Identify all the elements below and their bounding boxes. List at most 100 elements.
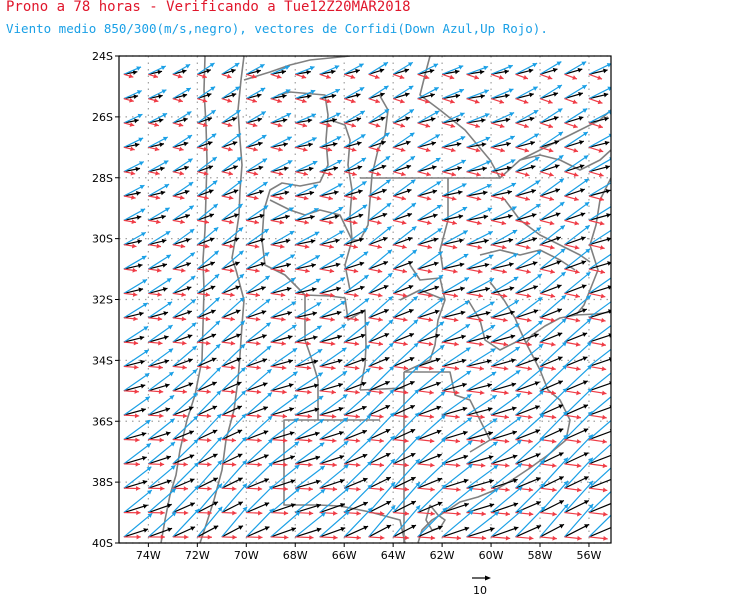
corfidi-up-vector [539, 511, 557, 517]
corfidi-down-vector [245, 485, 274, 513]
mean-wind-vector [417, 357, 441, 368]
corfidi-down-vector [343, 63, 364, 75]
mean-wind-vector [172, 358, 193, 368]
corfidi-down-vector [564, 108, 588, 124]
corfidi-down-vector [466, 207, 493, 221]
corfidi-up-vector [319, 98, 332, 104]
corfidi-up-vector [319, 122, 332, 128]
corfidi-up-vector [490, 146, 506, 153]
mean-wind-vector [319, 526, 346, 538]
corfidi-up-vector [441, 98, 455, 104]
mean-wind-vector [172, 478, 195, 489]
corfidi-down-vector [270, 230, 295, 246]
corfidi-up-vector [393, 462, 409, 468]
corfidi-down-vector [564, 341, 592, 367]
corfidi-down-vector [319, 65, 340, 75]
corfidi-up-vector [295, 146, 308, 152]
corfidi-down-vector [441, 112, 465, 124]
corfidi-down-vector [147, 441, 176, 465]
corfidi-up-vector [319, 171, 333, 177]
mean-wind-vector [539, 116, 559, 124]
mean-wind-vector [295, 214, 315, 221]
corfidi-up-vector [148, 219, 161, 225]
corfidi-up-vector [417, 462, 435, 468]
mean-wind-vector [172, 334, 193, 343]
corfidi-up-vector [490, 171, 506, 177]
mean-wind-vector [490, 189, 513, 197]
wind-vectors [123, 61, 611, 541]
corfidi-down-vector [147, 464, 176, 489]
mean-wind-vector [246, 478, 270, 489]
corfidi-down-vector [515, 436, 545, 465]
mean-wind-vector [270, 527, 297, 538]
mean-wind-vector [441, 117, 461, 124]
corfidi-up-vector [564, 268, 580, 274]
corfidi-down-vector [270, 487, 301, 514]
corfidi-down-vector [392, 249, 418, 270]
corfidi-up-vector [466, 535, 487, 541]
corfidi-down-vector [368, 155, 391, 173]
corfidi-up-vector [270, 244, 285, 249]
corfidi-down-vector [270, 300, 297, 319]
corfidi-down-vector [539, 294, 567, 319]
corfidi-down-vector [343, 110, 366, 124]
mean-wind-vector [515, 140, 536, 148]
corfidi-up-vector [270, 316, 286, 322]
mean-wind-vector [123, 528, 149, 538]
corfidi-down-vector [294, 418, 325, 441]
corfidi-up-vector [246, 292, 261, 298]
corfidi-down-vector [490, 299, 520, 319]
mean-wind-vector [515, 213, 537, 221]
corfidi-down-vector [319, 510, 350, 538]
corfidi-up-vector [246, 195, 259, 201]
corfidi-down-vector [221, 413, 247, 440]
corfidi-up-vector [246, 98, 258, 103]
mean-wind-vector [270, 335, 293, 343]
corfidi-down-vector [221, 133, 242, 148]
mean-wind-vector [295, 166, 314, 173]
mean-wind-vector [490, 165, 512, 173]
mean-wind-vector [466, 455, 494, 465]
mean-wind-vector [539, 67, 558, 75]
corfidi-down-vector [270, 159, 293, 173]
mean-wind-vector [344, 261, 365, 270]
mean-wind-vector [221, 68, 236, 75]
corfidi-down-vector [270, 254, 296, 270]
corfidi-up-vector [417, 244, 433, 250]
mean-wind-vector [466, 359, 492, 368]
mean-wind-vector [466, 310, 491, 319]
corfidi-up-vector [515, 390, 533, 396]
mean-wind-vector [270, 214, 290, 221]
corfidi-down-vector [319, 487, 350, 514]
corfidi-down-vector [221, 296, 245, 319]
corfidi-down-vector [172, 322, 197, 343]
mean-wind-vector [221, 237, 240, 246]
mean-wind-vector [270, 190, 290, 197]
mean-wind-vector [319, 358, 343, 368]
mean-wind-vector [441, 382, 467, 392]
corfidi-up-vector [393, 195, 407, 201]
corfidi-up-vector [490, 98, 505, 104]
corfidi-up-vector [344, 414, 360, 419]
mean-wind-vector [417, 477, 443, 489]
corfidi-down-vector [319, 300, 346, 319]
mean-wind-vector [588, 140, 610, 148]
corfidi-up-vector [491, 487, 510, 493]
corfidi-up-vector [148, 413, 164, 419]
corfidi-up-vector [123, 292, 138, 297]
mean-wind-vector [246, 189, 264, 197]
corfidi-up-vector [588, 365, 607, 372]
mean-wind-vector [123, 215, 142, 221]
mean-wind-vector [539, 260, 562, 270]
corfidi-up-vector [466, 341, 484, 347]
corfidi-up-vector [368, 486, 385, 492]
corfidi-down-vector [294, 207, 319, 221]
corfidi-down-vector [564, 503, 594, 538]
corfidi-down-vector [147, 488, 177, 514]
mean-wind-vector [392, 332, 415, 343]
mean-wind-vector [197, 141, 213, 148]
corfidi-up-vector [197, 340, 211, 346]
mean-wind-vector [515, 285, 539, 294]
mean-wind-vector [368, 140, 386, 148]
corfidi-up-vector [295, 292, 311, 298]
